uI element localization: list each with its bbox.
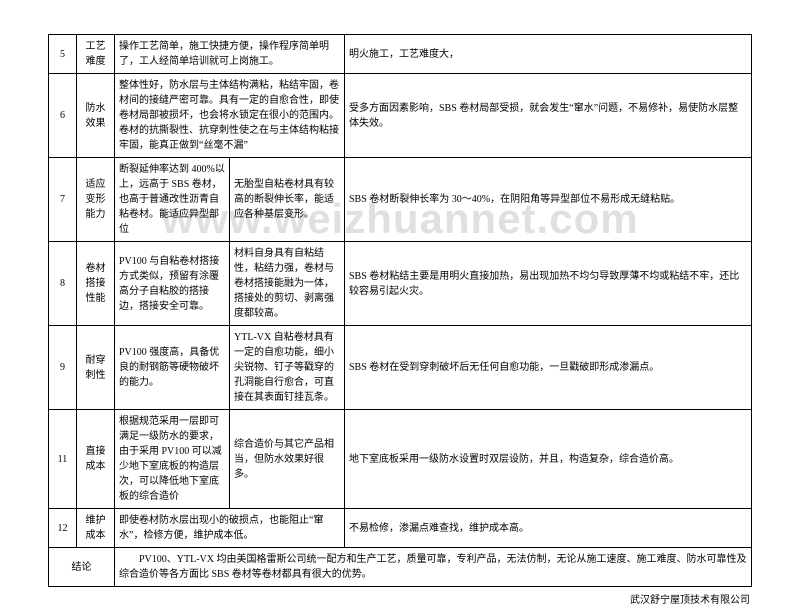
row-label: 工艺难度 bbox=[77, 35, 115, 74]
cell-content: 整体性好，防水层与主体结构满粘，粘结牢固，卷材间的接缝严密可靠。具有一定的自愈合… bbox=[115, 74, 345, 158]
table-row: 8卷材搭接性能PV100 与自粘卷材搭接方式类似，预留有涂覆高分子自粘胶的搭接边… bbox=[49, 242, 752, 326]
cell-content: 即使卷材防水层出现小的破损点，也能阻止“窜水”，检修方便，维护成本低。 bbox=[115, 509, 345, 548]
row-index: 7 bbox=[49, 158, 77, 242]
table-row: 5工艺难度操作工艺简单，施工快捷方便，操作程序简单明了，工人经简单培训就可上岗施… bbox=[49, 35, 752, 74]
cell-content: 操作工艺简单，施工快捷方便，操作程序简单明了，工人经简单培训就可上岗施工。 bbox=[115, 35, 345, 74]
cell-content: 材料自身具有自粘结性，粘结力强，卷材与卷材搭接能融为一体，搭接处的剪切、剥离强度… bbox=[230, 242, 345, 326]
table-row: 12维护成本即使卷材防水层出现小的破损点，也能阻止“窜水”，检修方便，维护成本低… bbox=[49, 509, 752, 548]
table-row: 9耐穿刺性PV100 强度高，具备优良的耐钢筋等硬物破坏的能力。YTL-VX 自… bbox=[49, 326, 752, 410]
footer-company: 武汉舒宁屋顶技术有限公司 bbox=[48, 587, 752, 606]
row-index: 8 bbox=[49, 242, 77, 326]
row-label: 适应变形能力 bbox=[77, 158, 115, 242]
cell-content: SBS 卷材在受到穿刺破坏后无任何自愈功能，一旦戳破即形成渗漏点。 bbox=[345, 326, 752, 410]
cell-content: 根据规范采用一层即可满足一级防水的要求，由于采用 PV100 可以减少地下室底板… bbox=[115, 410, 230, 509]
cell-content: SBS 卷材断裂伸长率为 30～40%，在阴阳角等异型部位不易形成无缝粘贴。 bbox=[345, 158, 752, 242]
cell-content: 明火施工，工艺难度大， bbox=[345, 35, 752, 74]
cell-content: 受多方面因素影响，SBS 卷材局部受损，就会发生“窜水”问题，不易修补，易使防水… bbox=[345, 74, 752, 158]
conclusion-text: PV100、YTL-VX 均由美国格雷斯公司统一配方和生产工艺，质量可靠，专利产… bbox=[115, 548, 752, 587]
conclusion-label: 结论 bbox=[49, 548, 115, 587]
table-row: 11直接成本根据规范采用一层即可满足一级防水的要求，由于采用 PV100 可以减… bbox=[49, 410, 752, 509]
cell-content: PV100 与自粘卷材搭接方式类似，预留有涂覆高分子自粘胶的搭接边，搭接安全可靠… bbox=[115, 242, 230, 326]
row-label: 直接成本 bbox=[77, 410, 115, 509]
conclusion-row: 结论 PV100、YTL-VX 均由美国格雷斯公司统一配方和生产工艺，质量可靠，… bbox=[49, 548, 752, 587]
cell-content: 断裂延伸率达到 400%以上，远高于 SBS 卷材，也高于普通改性沥青自粘卷材。… bbox=[115, 158, 230, 242]
row-index: 12 bbox=[49, 509, 77, 548]
cell-content: YTL-VX 自粘卷材具有一定的自愈功能，细小尖锐物、钉子等戳穿的孔洞能自行愈合… bbox=[230, 326, 345, 410]
cell-content: 地下室底板采用一级防水设置时双层设防，并且，构造复杂，综合造价高。 bbox=[345, 410, 752, 509]
row-label: 耐穿刺性 bbox=[77, 326, 115, 410]
table-row: 6防水效果整体性好，防水层与主体结构满粘，粘结牢固，卷材间的接缝严密可靠。具有一… bbox=[49, 74, 752, 158]
row-index: 6 bbox=[49, 74, 77, 158]
row-index: 5 bbox=[49, 35, 77, 74]
row-label: 卷材搭接性能 bbox=[77, 242, 115, 326]
cell-content: 不易检修，渗漏点难查找，维护成本高。 bbox=[345, 509, 752, 548]
cell-content: SBS 卷材粘结主要是用明火直接加热，易出现加热不均匀导致厚薄不均或粘结不牢，还… bbox=[345, 242, 752, 326]
row-label: 防水效果 bbox=[77, 74, 115, 158]
row-index: 11 bbox=[49, 410, 77, 509]
row-index: 9 bbox=[49, 326, 77, 410]
cell-content: 无胎型自粘卷材具有较高的断裂伸长率，能适应各种基层变形。 bbox=[230, 158, 345, 242]
cell-content: PV100 强度高，具备优良的耐钢筋等硬物破坏的能力。 bbox=[115, 326, 230, 410]
table-row: 7适应变形能力断裂延伸率达到 400%以上，远高于 SBS 卷材，也高于普通改性… bbox=[49, 158, 752, 242]
cell-content: 综合造价与其它产品相当，但防水效果好很多。 bbox=[230, 410, 345, 509]
comparison-table: 5工艺难度操作工艺简单，施工快捷方便，操作程序简单明了，工人经简单培训就可上岗施… bbox=[48, 34, 752, 587]
row-label: 维护成本 bbox=[77, 509, 115, 548]
